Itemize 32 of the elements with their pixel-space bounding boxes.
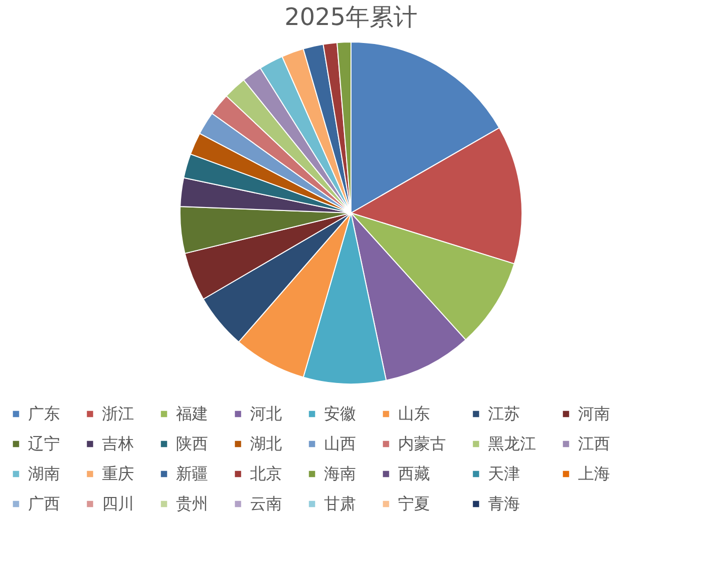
legend-label: 湖南 (28, 464, 60, 483)
legend-label: 西藏 (398, 464, 430, 483)
legend-label: 江西 (578, 434, 610, 453)
legend-label: 内蒙古 (398, 434, 446, 453)
legend-label: 河南 (578, 404, 610, 423)
legend-label: 甘肃 (324, 494, 356, 513)
legend-label: 辽宁 (28, 434, 60, 453)
chart-title: 2025年累计 (284, 3, 418, 31)
legend-label: 云南 (250, 494, 282, 513)
legend-label: 宁夏 (398, 494, 430, 513)
legend-label: 河北 (250, 404, 282, 423)
legend-label: 安徽 (324, 404, 356, 423)
legend-label: 浙江 (102, 404, 134, 423)
legend-label: 陕西 (176, 434, 208, 453)
legend-label: 福建 (176, 404, 208, 423)
legend-label: 吉林 (102, 434, 134, 453)
legend-label: 四川 (102, 494, 134, 513)
legend-label: 青海 (488, 494, 520, 513)
legend-label: 广西 (28, 494, 60, 513)
legend-label: 上海 (578, 464, 610, 483)
legend-label: 广东 (28, 404, 60, 423)
legend-label: 江苏 (488, 404, 520, 423)
legend-label: 新疆 (176, 464, 208, 483)
legend-label: 重庆 (102, 464, 134, 483)
legend-label: 山东 (398, 404, 430, 423)
legend-label: 湖北 (250, 434, 282, 453)
legend-label: 天津 (488, 464, 520, 483)
legend-label: 山西 (324, 434, 356, 453)
legend-label: 北京 (250, 464, 282, 483)
legend-label: 贵州 (176, 494, 208, 513)
legend-label: 黑龙江 (488, 434, 536, 453)
legend-label: 海南 (324, 464, 356, 483)
